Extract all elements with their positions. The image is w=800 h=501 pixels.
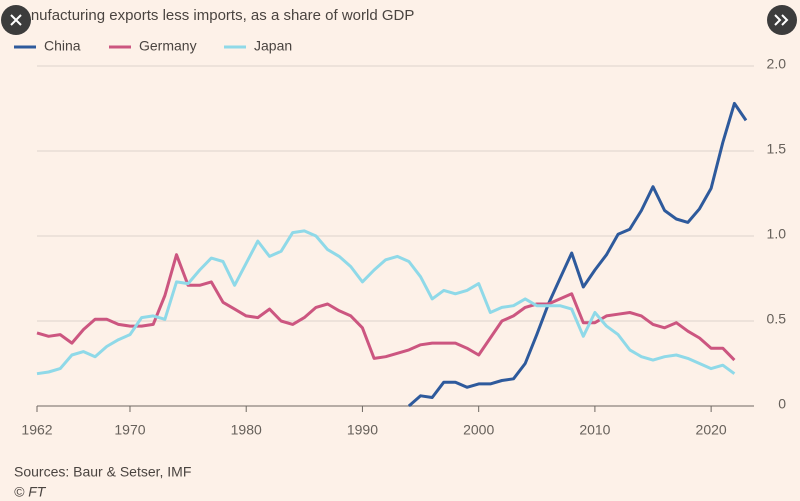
x-tick-label: 1990: [347, 422, 378, 438]
close-icon: [10, 14, 22, 26]
close-button[interactable]: [1, 5, 31, 35]
y-tick-label: 1.0: [767, 226, 787, 242]
y-tick-label: 0.5: [767, 311, 787, 327]
legend-label: Germany: [139, 38, 197, 54]
credit: © FT: [14, 484, 47, 500]
x-tick-label: 2000: [463, 422, 494, 438]
expand-icon: [774, 14, 789, 26]
expand-circle[interactable]: [767, 5, 797, 35]
source: Sources: Baur & Setser, IMF: [14, 464, 191, 480]
expand-button[interactable]: [767, 5, 797, 35]
x-tick-label: 1970: [114, 422, 145, 438]
x-tick-label: 2010: [579, 422, 610, 438]
chart-title: Manufacturing exports less imports, as a…: [10, 7, 414, 24]
y-tick-label: 1.5: [767, 141, 787, 157]
series-line: [36, 229, 736, 376]
series-line: [407, 101, 748, 408]
plot: 0 0.5 1.0 1.5 2.0 1962 1970 1980 1990 2000 2010 202…: [14, 38, 786, 438]
legend-label: Japan: [254, 38, 292, 54]
legend-label: China: [44, 38, 81, 54]
x-tick-label: 1962: [21, 422, 52, 438]
y-tick-label: 2.0: [767, 56, 787, 72]
series-line: [36, 253, 736, 362]
x-tick-label: 2020: [696, 422, 727, 438]
x-tick-label: 1980: [231, 422, 262, 438]
y-tick-label: 0: [778, 396, 786, 412]
